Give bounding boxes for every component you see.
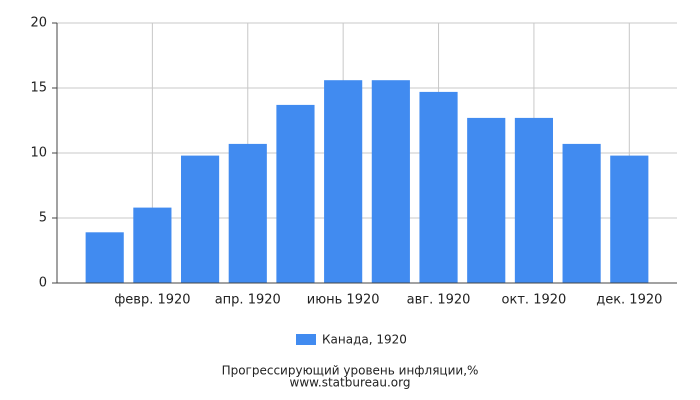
bar [419,91,458,284]
y-tick-label: 20 [30,16,47,31]
y-tick-label: 5 [39,211,47,226]
bar [610,155,649,283]
footer-caption: Прогрессирующий уровень инфляции,% [222,364,479,378]
bar [133,207,172,283]
x-tick-label: авг. 1920 [407,293,471,308]
legend-label: Канада, 1920 [322,333,407,347]
x-tick-label: апр. 1920 [215,293,281,308]
bar [324,80,363,283]
bar [371,80,410,283]
bar [276,104,315,284]
y-tick-label: 10 [30,146,47,161]
x-tick-label: дек. 1920 [596,293,662,308]
bar [228,143,267,283]
footer-source: www.statbureau.org [290,376,411,390]
bar [514,117,553,284]
bar [85,232,124,283]
bar [467,117,506,284]
x-tick-label: февр. 1920 [114,293,190,308]
y-tick-label: 15 [30,81,47,96]
bar [562,143,601,283]
x-tick-label: окт. 1920 [502,293,567,308]
bar [181,155,220,283]
y-tick-label: 0 [39,276,47,291]
x-tick-label: июнь 1920 [307,293,380,308]
legend-swatch [296,334,316,345]
